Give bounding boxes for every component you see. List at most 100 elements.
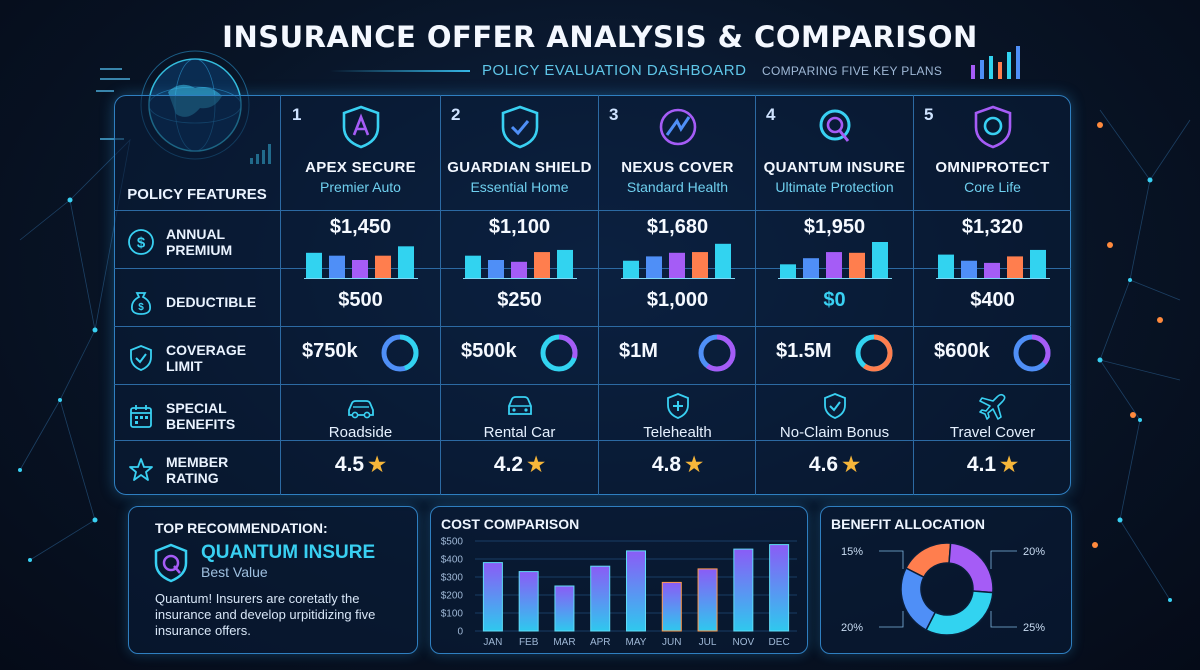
benefit-donut-slice xyxy=(948,542,994,594)
coverage-value: $500k xyxy=(461,340,517,362)
money-bag-icon: $ xyxy=(130,292,152,315)
plan-logo-icon xyxy=(819,109,851,142)
coverage-ring-fill xyxy=(698,334,736,372)
benefit-leader-line xyxy=(990,611,1017,628)
features-header: POLICY FEATURES xyxy=(127,186,267,203)
rating-star-icon: ★ xyxy=(685,454,704,476)
cost-chart-x-tick: JUN xyxy=(662,637,681,648)
rating-value: 4.5 xyxy=(334,453,365,476)
plan-number: 1 xyxy=(292,105,302,124)
premium-mini-bar xyxy=(984,262,1000,278)
table-divider xyxy=(114,268,1071,269)
rating-display: 4.8 ★ xyxy=(599,452,756,477)
recommendation-title: TOP RECOMMENDATION: xyxy=(155,520,328,536)
premium-mini-bar xyxy=(961,260,977,278)
table-divider xyxy=(913,95,914,495)
cost-chart-bar xyxy=(661,581,682,632)
plan-type: Standard Health xyxy=(626,179,729,195)
premium-mini-bar xyxy=(352,260,368,278)
rating-cell: 4.1 ★ xyxy=(914,440,1071,494)
cost-chart-y-tick: $100 xyxy=(441,609,464,620)
plan-header-apex-secure[interactable]: 1 APEX SECURE Premier Auto xyxy=(282,97,439,202)
subtitle-accent-line xyxy=(330,70,470,72)
feature-row-rating: MEMBER RATING xyxy=(114,450,280,490)
coverage-ring xyxy=(855,334,893,372)
airplane-icon xyxy=(979,393,1006,420)
plan-header-quantum-insure[interactable]: 4 QUANTUM INSURE Ultimate Protection xyxy=(756,97,913,202)
premium-mini-bar xyxy=(623,260,639,278)
coverage-ring-fill xyxy=(381,334,419,372)
coverage-cell: $1M xyxy=(599,326,756,384)
benefit-slice-label: 20% xyxy=(841,622,863,634)
cost-chart-bar xyxy=(697,568,718,632)
coverage-value: $750k xyxy=(302,340,358,362)
benefit-cell: No-Claim Bonus xyxy=(756,384,913,441)
benefit-leader-line xyxy=(990,550,1017,569)
premium-value: $1,450 xyxy=(329,216,392,238)
cost-chart-bar xyxy=(590,565,611,632)
coverage-ring xyxy=(698,334,736,372)
benefit-label: No-Claim Bonus xyxy=(779,424,890,441)
rating-display: 4.5 ★ xyxy=(282,452,439,477)
premium-mini-bar xyxy=(803,258,819,278)
rating-cell: 4.2 ★ xyxy=(441,440,598,494)
plan-header-nexus-cover[interactable]: 3 NEXUS COVER Standard Health xyxy=(599,97,756,202)
cost-comparison-panel: COST COMPARISON $500 $400 $300 $200 $100 0 JAN… xyxy=(430,506,808,654)
premium-mini-bar xyxy=(826,252,842,278)
premium-mini-bar xyxy=(849,252,865,278)
premium-mini-chart xyxy=(778,242,892,279)
benefit-cell: Rental Car xyxy=(441,384,598,441)
feature-label: MEMBER RATING xyxy=(166,454,229,486)
cost-chart-bar xyxy=(518,571,539,632)
plan-number: 3 xyxy=(609,105,619,124)
premium-mini-bar xyxy=(329,255,345,278)
premium-mini-bar xyxy=(375,255,391,278)
premium-mini-bar xyxy=(488,260,504,278)
coverage-cell: $750k xyxy=(282,326,439,384)
cost-chart-bar xyxy=(554,585,575,632)
page-subtitle: POLICY EVALUATION DASHBOARD xyxy=(482,62,747,79)
rating-display: 4.2 ★ xyxy=(441,452,598,477)
benefit-donut-slice xyxy=(900,567,937,631)
feature-row-coverage: COVERAGE LIMIT xyxy=(114,338,280,378)
premium-mini-bar xyxy=(306,252,322,278)
rating-cell: 4.8 ★ xyxy=(599,440,756,494)
benefit-slice-label: 25% xyxy=(1023,622,1045,634)
rating-value: 4.8 xyxy=(651,453,682,476)
plan-name: APEX SECURE xyxy=(305,159,416,176)
cost-chart-bar xyxy=(769,544,790,632)
premium-mini-bar xyxy=(715,243,731,278)
benefit-allocation-panel: BENEFIT ALLOCATION 15% 20% 25% 20% xyxy=(820,506,1072,654)
benefit-cell: Roadside xyxy=(282,384,439,441)
premium-mini-bar xyxy=(692,252,708,278)
calendar-icon xyxy=(130,405,152,428)
feature-label: SPECIAL BENEFITS xyxy=(166,400,236,432)
car-front-icon xyxy=(508,396,532,415)
benefit-label: Travel Cover xyxy=(949,424,1036,441)
plan-name: OMNIPROTECT xyxy=(935,159,1050,176)
plan-logo-icon xyxy=(659,108,697,146)
coverage-ring xyxy=(1013,334,1051,372)
cost-chart-x-tick: APR xyxy=(590,637,611,648)
coverage-value: $1.5M xyxy=(776,340,832,362)
plan-number: 5 xyxy=(924,105,934,124)
plan-header-omniprotect[interactable]: 5 OMNIPROTECT Core Life xyxy=(914,97,1071,202)
plan-header-guardian-shield[interactable]: 2 GUARDIAN SHIELD Essential Home xyxy=(441,97,598,202)
plan-number: 4 xyxy=(766,105,776,124)
coverage-cell: $1.5M xyxy=(756,326,913,384)
premium-mini-bar xyxy=(780,264,796,278)
premium-mini-bar xyxy=(534,252,550,278)
benefit-label: Telehealth xyxy=(643,424,712,441)
benefit-chart-title: BENEFIT ALLOCATION xyxy=(831,516,985,532)
coverage-ring xyxy=(381,334,419,372)
cost-chart-x-tick: MAY xyxy=(626,637,647,648)
recommended-plan-subtitle: Best Value xyxy=(201,564,268,580)
cost-chart-y-tick: $300 xyxy=(441,573,464,584)
cost-chart-x-tick: JUL xyxy=(699,637,717,648)
premium-value: $1,100 xyxy=(488,216,551,238)
coverage-ring-fill xyxy=(1013,334,1051,372)
deductible-value: $0 xyxy=(823,289,846,311)
dollar-circle-icon: $ xyxy=(128,229,154,255)
cost-chart-bar xyxy=(482,562,503,632)
premium-mini-chart xyxy=(463,249,577,279)
